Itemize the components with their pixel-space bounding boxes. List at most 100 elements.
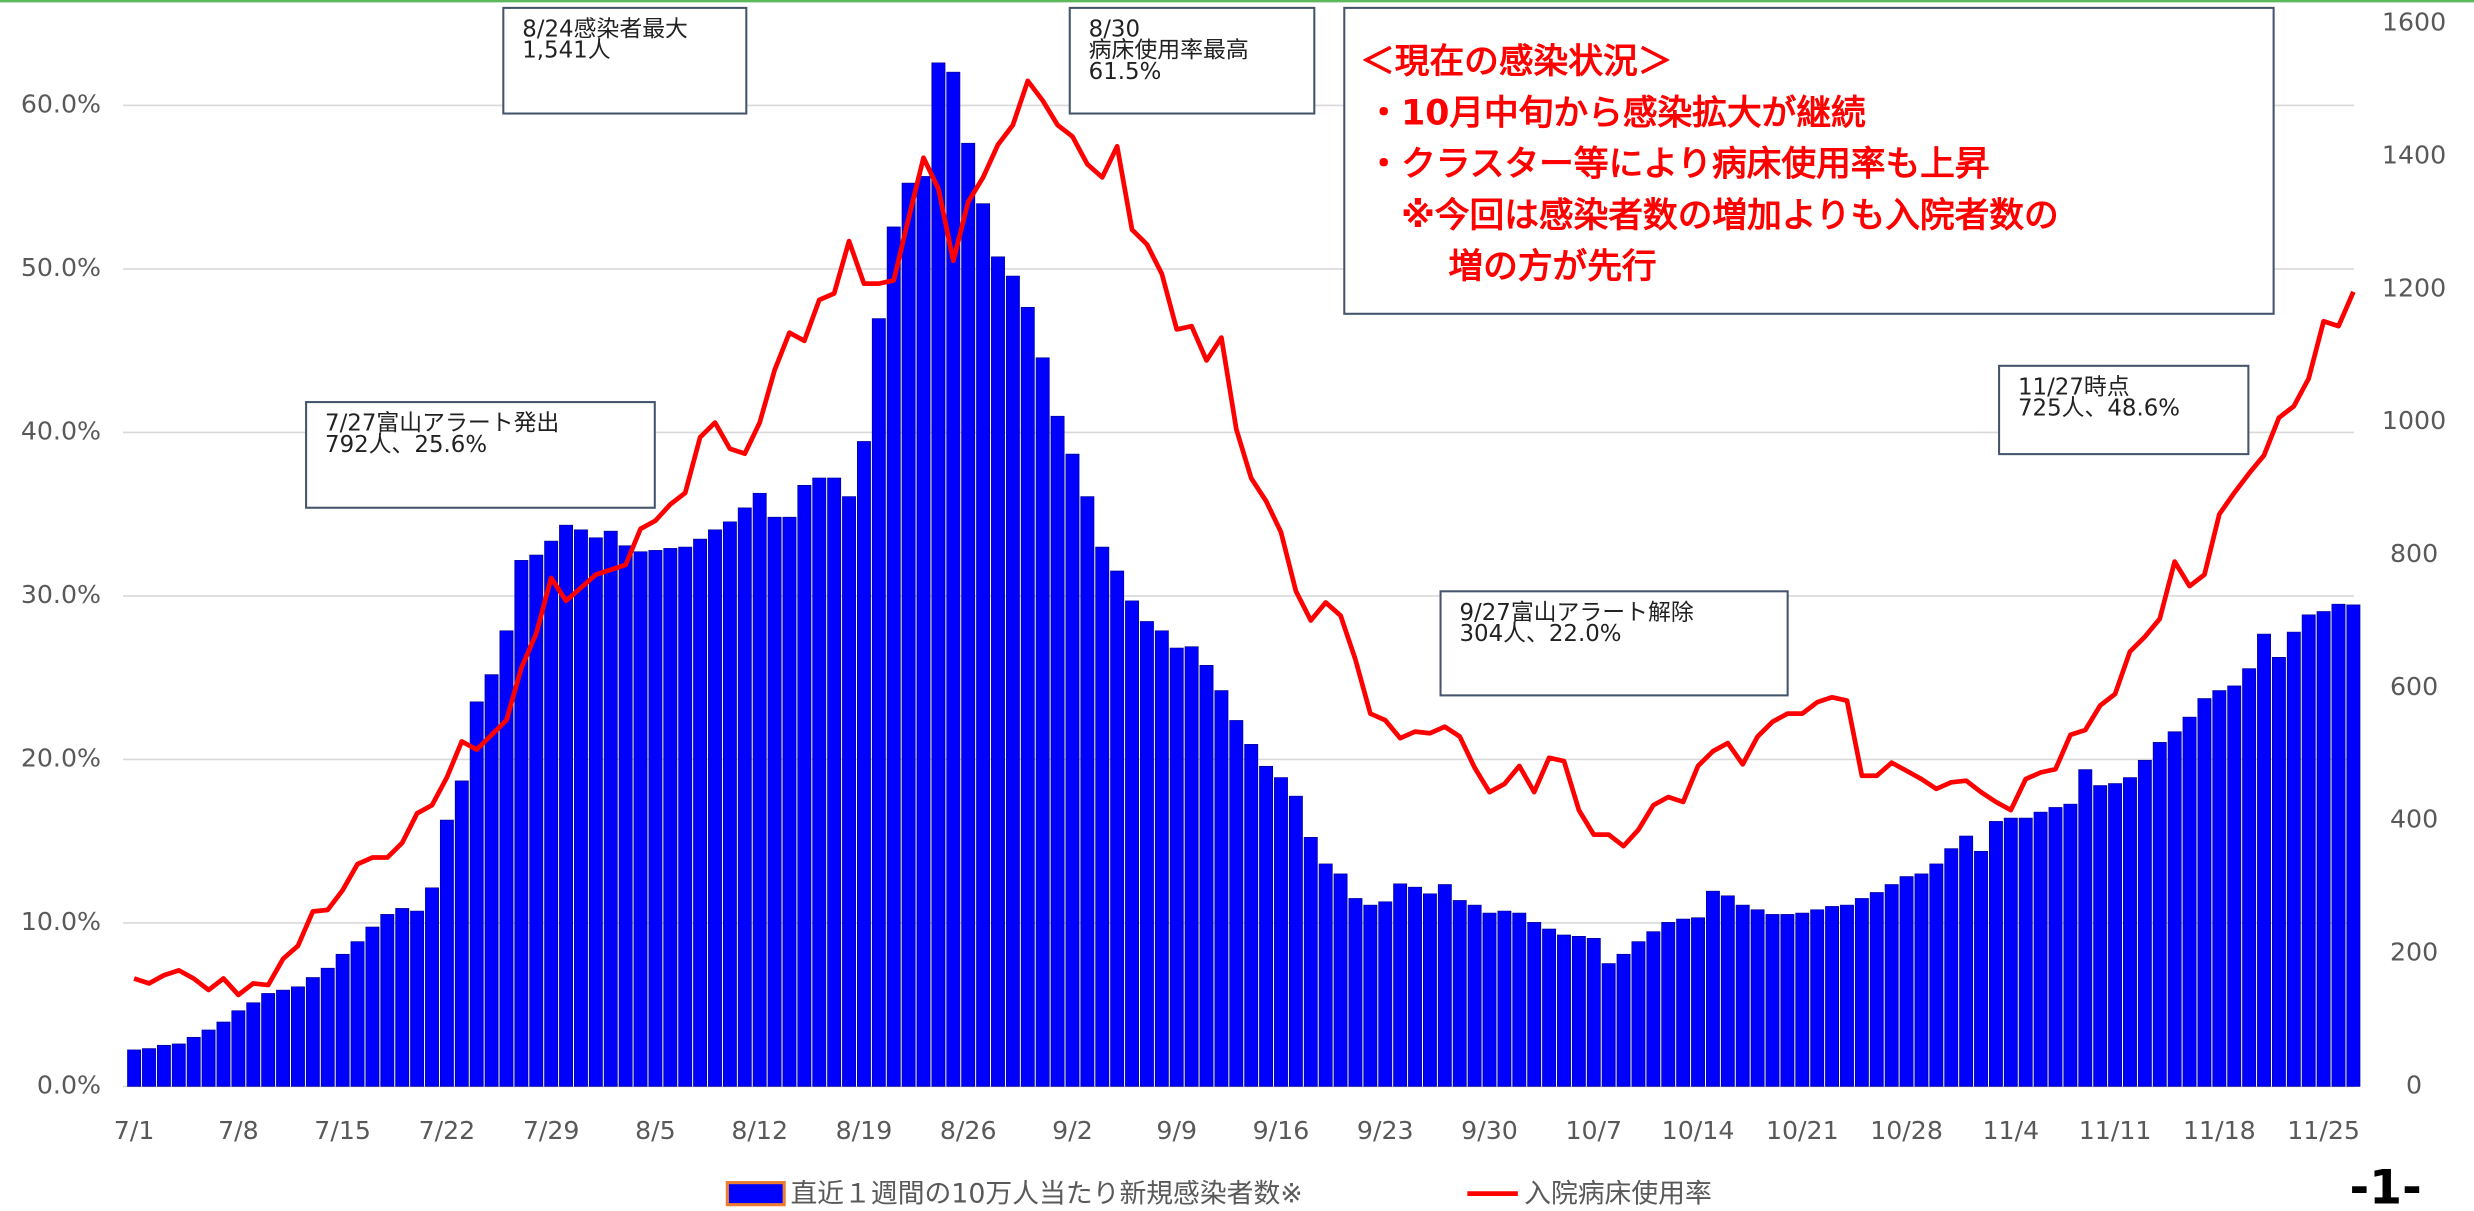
y2-tick-label: 0 <box>2406 1070 2422 1099</box>
bar <box>171 1043 186 1087</box>
bar <box>1542 928 1557 1087</box>
bar <box>678 546 693 1087</box>
bar <box>1825 906 1840 1087</box>
bar <box>1691 917 1705 1087</box>
x-tick-label: 8/19 <box>836 1116 893 1145</box>
y-tick-label: 20.0% <box>21 743 101 772</box>
y-tick-label: 40.0% <box>21 416 101 445</box>
bar <box>1125 600 1139 1087</box>
bar <box>1780 914 1795 1087</box>
x-tick-label: 8/26 <box>940 1116 997 1145</box>
bar <box>514 560 529 1087</box>
bar <box>2257 633 2271 1087</box>
x-tick-label: 7/1 <box>114 1116 155 1145</box>
bar <box>454 780 469 1087</box>
bar <box>1765 914 1780 1087</box>
bar <box>1810 909 1825 1087</box>
bar <box>469 701 484 1087</box>
bar <box>737 507 752 1087</box>
bar <box>2108 783 2123 1087</box>
info-text: ＜現在の感染状況＞ <box>1360 42 1672 82</box>
bar <box>1988 821 2003 1087</box>
bar <box>842 496 856 1087</box>
bar <box>1631 941 1646 1087</box>
bar <box>1512 912 1527 1087</box>
bar <box>618 545 633 1087</box>
bar <box>499 630 514 1087</box>
y-tick-label: 60.0% <box>21 89 101 118</box>
bar <box>1095 546 1110 1087</box>
bar <box>2003 817 2018 1087</box>
bar <box>1661 922 1676 1087</box>
bar <box>1959 835 1974 1087</box>
y2-tick-label: 600 <box>2390 672 2438 701</box>
bar <box>246 1002 261 1087</box>
bar <box>574 529 588 1087</box>
bar <box>1616 953 1631 1087</box>
bar <box>1274 777 1288 1087</box>
y2-tick-label: 400 <box>2390 805 2438 834</box>
bar <box>1854 898 1869 1087</box>
bar <box>886 226 901 1087</box>
bar <box>1840 904 1854 1087</box>
bar <box>961 142 976 1087</box>
bar <box>1020 306 1035 1087</box>
axes: 0.0% 10.0% 20.0% 30.0% 40.0% 50.0% 60.0% 0 200 40… <box>21 8 2446 1145</box>
bar <box>156 1044 171 1087</box>
y2-tick-label: 1200 <box>2382 273 2446 302</box>
bar <box>2152 742 2167 1087</box>
bar <box>663 548 678 1087</box>
bar <box>1646 931 1661 1087</box>
legend-label: 直近１週間の10万人当たり新規感染者数※ <box>790 1179 1302 1210</box>
bar <box>1318 863 1333 1087</box>
bar <box>1735 904 1750 1087</box>
bar <box>693 538 708 1087</box>
annotation-text: 8/30 <box>1089 16 1140 42</box>
annotation-text: 792人、25.6% <box>325 432 487 458</box>
annotation-text: 7/27富山アラート発出 <box>325 411 559 437</box>
annotation-text: 61.5% <box>1089 59 1162 85</box>
x-tick-label: 10/14 <box>1662 1116 1735 1145</box>
x-tick-label: 11/25 <box>2287 1116 2360 1145</box>
bar <box>2271 657 2286 1087</box>
x-tick-label: 7/22 <box>419 1116 476 1145</box>
bar <box>1065 453 1080 1087</box>
bar <box>1929 863 1944 1087</box>
bar <box>335 953 350 1087</box>
x-tick-label: 9/30 <box>1461 1116 1518 1145</box>
annotation-box <box>1439 590 1789 697</box>
bar <box>1259 765 1274 1087</box>
bar <box>1601 963 1616 1087</box>
lines <box>133 78 2356 998</box>
bar <box>1497 910 1512 1087</box>
bar <box>1452 900 1467 1087</box>
bar <box>305 977 320 1087</box>
bar <box>916 176 931 1087</box>
bar <box>1154 630 1169 1087</box>
top-border <box>0 0 2474 3</box>
x-tick-label: 10/7 <box>1565 1116 1622 1145</box>
bar <box>2078 769 2093 1087</box>
x-tick-label: 9/2 <box>1052 1116 1093 1145</box>
bar <box>350 941 365 1087</box>
bar <box>812 477 827 1087</box>
x-tick-label: 9/16 <box>1253 1116 1310 1145</box>
bar <box>365 926 380 1087</box>
bar <box>603 530 618 1087</box>
bar <box>901 182 916 1087</box>
y2-tick-label: 1600 <box>2382 8 2446 37</box>
bar <box>2346 604 2361 1087</box>
y2-tick-label: 800 <box>2390 539 2438 568</box>
bar <box>1214 690 1229 1087</box>
bar <box>559 524 573 1087</box>
bar <box>186 1036 201 1087</box>
bar <box>1035 357 1050 1087</box>
bar <box>142 1048 156 1087</box>
annotation-text: 8/24感染者最大 <box>522 16 688 42</box>
bar <box>1869 892 1884 1087</box>
annotation-text: 1,541人 <box>522 38 610 64</box>
bar <box>1586 937 1601 1087</box>
bar <box>931 62 946 1087</box>
bar <box>1705 890 1720 1087</box>
annotation-box <box>305 401 656 509</box>
